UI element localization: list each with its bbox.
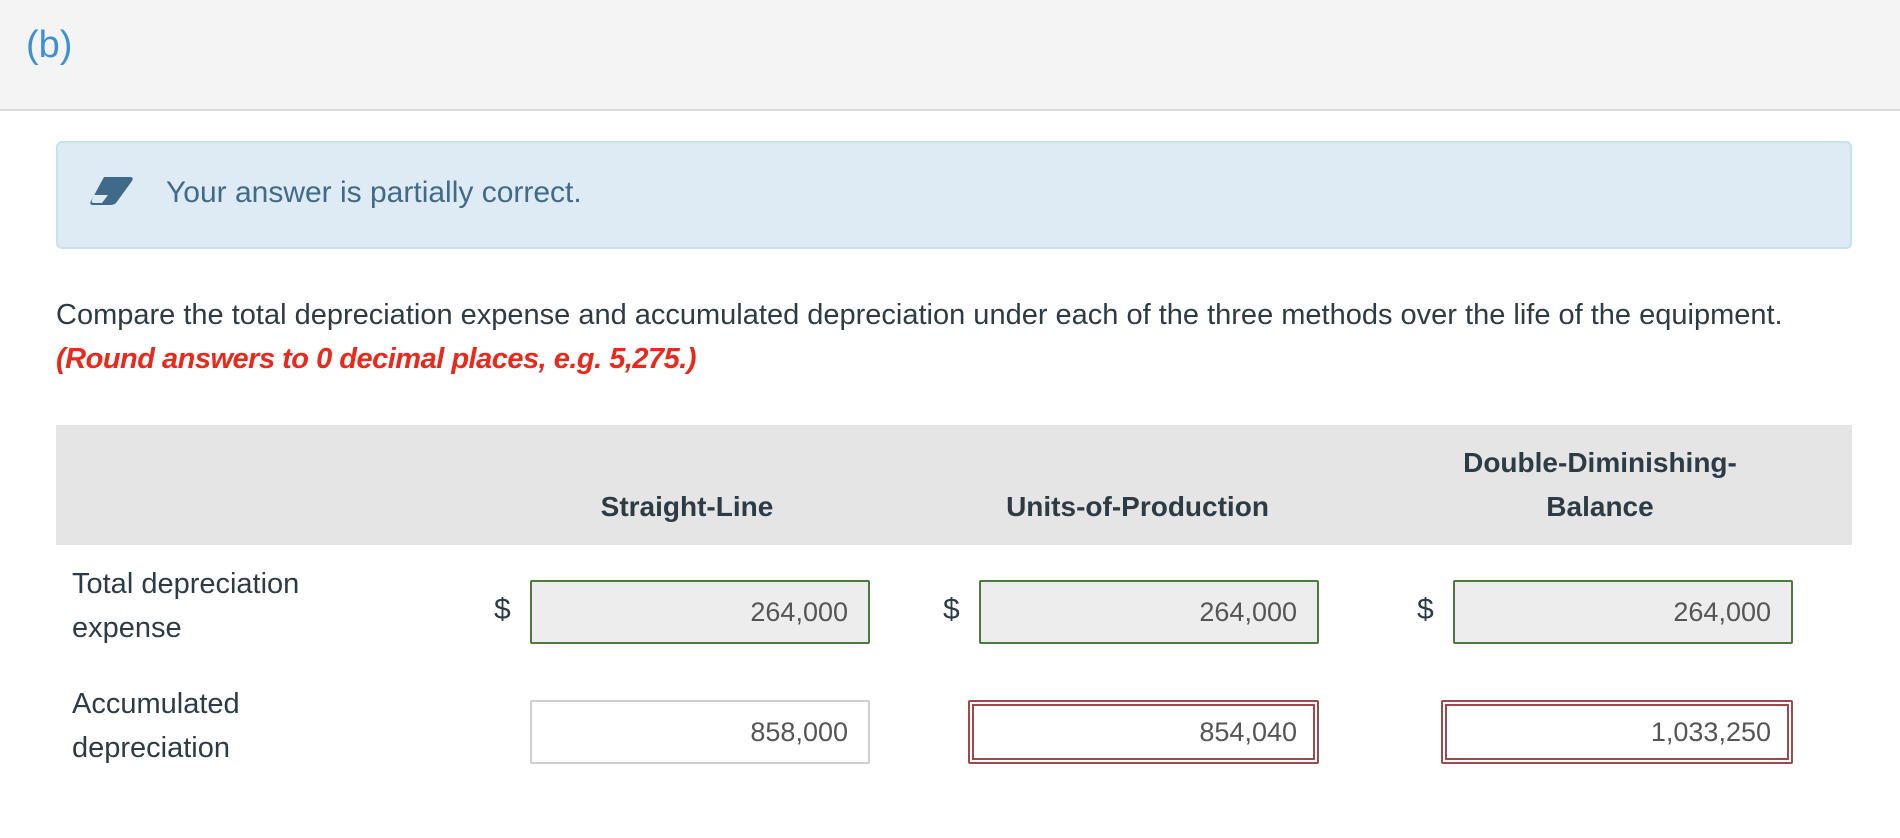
answer-input-accumulated-double-diminishing-balance[interactable]: 1,033,250: [1441, 700, 1793, 764]
row-label-total-depreciation-expense: Total depreciation expense: [72, 568, 300, 644]
question-text: Compare the total depreciation expense a…: [56, 293, 1856, 381]
column-header-double-diminishing-balance: Double-Diminishing-Balance: [1463, 447, 1737, 522]
table-header: [56, 425, 1852, 545]
eraser-icon: [88, 173, 136, 209]
currency-symbol: $: [1417, 593, 1434, 626]
answer-input-total-straight-line[interactable]: 264,000: [530, 580, 870, 644]
column-header-straight-line: Straight-Line: [600, 491, 774, 522]
feedback-alert: Your answer is partially correct.: [56, 141, 1852, 249]
answer-input-total-double-diminishing-balance[interactable]: 264,000: [1453, 580, 1793, 644]
rounding-hint: (Round answers to 0 decimal places, e.g.…: [56, 343, 697, 375]
question-body: Compare the total depreciation expense a…: [56, 299, 1783, 331]
answer-input-accumulated-straight-line[interactable]: 858,000: [530, 700, 870, 764]
answer-input-total-units-of-production[interactable]: 264,000: [979, 580, 1319, 644]
answer-input-accumulated-units-of-production[interactable]: 854,040: [968, 700, 1319, 764]
currency-symbol: $: [494, 593, 511, 626]
currency-symbol: $: [943, 593, 960, 626]
part-header: (b): [0, 0, 1900, 111]
row-label-accumulated-depreciation: Accumulated depreciation: [72, 688, 240, 764]
feedback-message: Your answer is partially correct.: [166, 176, 582, 209]
column-header-units-of-production: Units-of-Production: [1006, 491, 1269, 522]
part-label: (b): [26, 24, 73, 66]
